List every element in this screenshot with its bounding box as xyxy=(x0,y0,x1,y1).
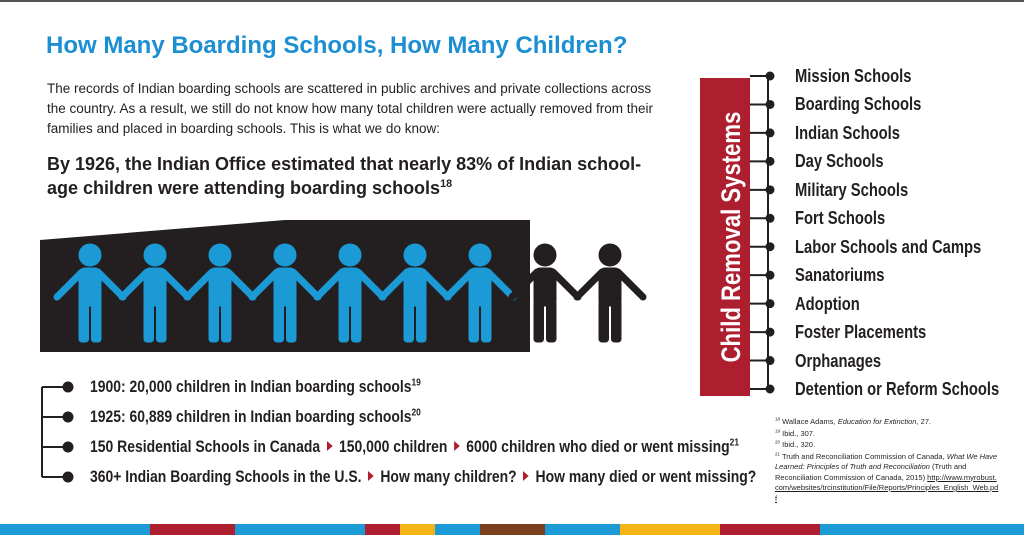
footnote-text: Truth and Reconciliation Commission of C… xyxy=(781,451,947,461)
timeline-text: 360+ Indian Boarding Schools in the U.S.… xyxy=(90,467,756,487)
intro: The records of Indian boarding schools a… xyxy=(47,81,654,136)
sidebar-band xyxy=(700,78,750,396)
sidebar-item-text: Labor Schools and Camps xyxy=(795,236,982,257)
sidebar-item: Boarding Schools xyxy=(795,93,949,115)
timeline-part: 150 Residential Schools in Canada xyxy=(90,437,321,456)
footnote-number: 18 xyxy=(775,416,781,422)
timeline-part: 1925: 60,889 children in Indian boarding… xyxy=(90,407,412,426)
sidebar-dot xyxy=(765,99,775,109)
sidebar-item-text: Boarding Schools xyxy=(795,94,922,115)
timeline-part: 150,000 children xyxy=(338,437,448,456)
sidebar-item-text: Detention or Reform Schools xyxy=(795,379,1000,399)
footnote-title: What We Have Learned: Principles of Trut… xyxy=(775,451,998,472)
sidebar-dot xyxy=(765,213,775,223)
stat-note: 18 xyxy=(440,178,453,190)
sidebar-item-text: Military Schools xyxy=(795,179,909,200)
footnote-text: Wallace Adams, xyxy=(782,417,838,426)
timeline-note: 20 xyxy=(411,407,421,419)
sidebar-item-text: Fort Schools xyxy=(795,208,886,229)
sidebar-item: Adoption xyxy=(795,293,874,315)
sidebar-item: Indian Schools xyxy=(795,122,923,144)
timeline-part: How many children? xyxy=(380,467,517,486)
sidebar-dot xyxy=(765,299,775,309)
timeline-text: 1925: 60,889 children in Indian boarding… xyxy=(90,407,421,427)
timeline-part: How many died or went missing? xyxy=(535,467,757,486)
stat: By 1926, the Indian Office estimated tha… xyxy=(47,152,647,200)
sidebar-label: Child Removal Systems xyxy=(717,112,747,363)
sidebar-item-text: Foster Placements xyxy=(795,322,927,343)
footnote-text: Ibid., 307. xyxy=(782,428,816,438)
sidebar-item: Fort Schools xyxy=(795,207,905,229)
footnote-number: 20 xyxy=(775,439,781,445)
sidebar-item: Orphanages xyxy=(795,350,900,372)
sidebar-item-text: Indian Schools xyxy=(795,122,900,143)
sidebar-dot xyxy=(765,384,775,394)
timeline-row: 150 Residential Schools in Canada 150,000… xyxy=(90,437,881,457)
black-people xyxy=(512,244,643,342)
footnote-text: Ibid., 320. xyxy=(782,440,816,449)
sidebar-item: Military Schools xyxy=(795,179,933,201)
timeline-row: 1900: 20,000 children in Indian boarding… xyxy=(90,377,493,397)
timeline-bracket xyxy=(41,381,74,483)
arrow xyxy=(368,471,374,481)
footnote: 19 Ibid., 307. xyxy=(775,428,1000,440)
sidebar-dot xyxy=(765,156,775,166)
color-strip xyxy=(0,524,1024,535)
timeline-text: 150 Residential Schools in Canada 150,000… xyxy=(90,437,739,457)
sidebar-item: Foster Placements xyxy=(795,321,955,343)
sidebar-item-text: Mission Schools xyxy=(795,66,912,86)
arrow xyxy=(454,441,460,451)
sidebar-dot xyxy=(765,242,775,252)
sidebar-item-text: Day Schools xyxy=(795,151,884,172)
top-rule xyxy=(0,0,1024,2)
sidebar-item-text: Adoption xyxy=(795,293,860,314)
footnote: 20 Ibid., 320. xyxy=(775,440,1000,451)
sidebar-dot xyxy=(765,356,775,366)
footnote: 18 Wallace Adams, Education for Extincti… xyxy=(775,417,1000,428)
sidebar-item: Labor Schools and Camps xyxy=(795,236,1022,258)
sidebar-item: Sanatoriums xyxy=(795,264,904,286)
timeline-text: 1900: 20,000 children in Indian boarding… xyxy=(90,377,421,397)
footnote-text: , 27. xyxy=(916,417,932,426)
timeline-row: 1925: 60,889 children in Indian boarding… xyxy=(90,407,493,427)
sidebar-dot xyxy=(765,185,775,195)
title: How Many Boarding Schools, How Many Chil… xyxy=(46,32,628,59)
timeline-part: 6000 children who died or went missing xyxy=(466,437,730,456)
sidebar-dot xyxy=(765,128,775,138)
arrow xyxy=(523,471,529,481)
stat-text: By 1926, the Indian Office estimated tha… xyxy=(47,154,642,198)
sidebar-dot xyxy=(765,327,775,337)
sidebar-item: Day Schools xyxy=(795,150,903,172)
timeline-row: 360+ Indian Boarding Schools in the U.S.… xyxy=(90,467,903,487)
footnote-text: (Truth and Reconciliation Commission of … xyxy=(775,462,967,482)
arrow xyxy=(326,441,333,451)
sidebar-item-text: Orphanages xyxy=(795,350,882,371)
sidebar-dot xyxy=(765,270,775,280)
footnote-title: Education for Extinction xyxy=(837,417,917,426)
timeline-note: 21 xyxy=(729,437,739,449)
sidebar-dot xyxy=(765,71,775,81)
sidebar-item-text: Sanatoriums xyxy=(795,265,885,286)
timeline-part: 1900: 20,000 children in Indian boarding… xyxy=(90,377,412,396)
timeline-part: 360+ Indian Boarding Schools in the U.S. xyxy=(90,467,362,486)
footnotes: 18 Wallace Adams, Education for Extincti… xyxy=(775,417,1000,505)
timeline-note: 19 xyxy=(411,377,421,389)
footnote-number: 21 xyxy=(775,451,781,456)
footnote: 21 Truth and Reconciliation Commission o… xyxy=(775,451,1000,505)
footnote-number: 19 xyxy=(775,428,781,433)
footnote-link[interactable]: http://www.myrobust.com/websites/trcinst… xyxy=(775,472,999,503)
sidebar-item: Mission Schools xyxy=(795,65,937,87)
sidebar-item: Detention or Reform Schools xyxy=(795,378,1024,400)
